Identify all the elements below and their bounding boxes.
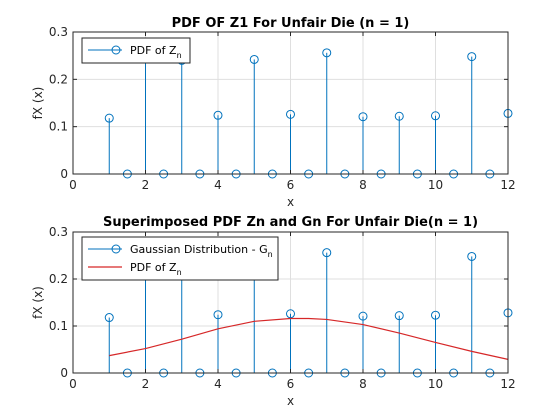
x-tick-label: 6 bbox=[287, 377, 295, 391]
y-axis-label: fX (x) bbox=[31, 286, 45, 319]
legend-box bbox=[81, 37, 191, 64]
y-tick-label: 0.2 bbox=[49, 272, 68, 286]
x-tick-label: 10 bbox=[428, 178, 443, 192]
x-tick-label: 2 bbox=[142, 178, 150, 192]
stem-marker bbox=[286, 109, 295, 119]
stem-marker bbox=[394, 311, 404, 321]
y-tick-label: 0.1 bbox=[49, 319, 68, 333]
y-tick-label: 0.3 bbox=[49, 225, 68, 239]
legend-swatch-marker bbox=[111, 45, 121, 55]
stem-marker bbox=[104, 313, 114, 323]
x-tick-label: 12 bbox=[500, 377, 515, 391]
y-tick-label: 0.1 bbox=[49, 120, 68, 134]
x-tick-label: 4 bbox=[214, 377, 222, 391]
series-line bbox=[109, 317, 509, 360]
y-tick-label: 0 bbox=[60, 366, 68, 380]
legend-label: PDF of Zn bbox=[130, 261, 182, 277]
stem-marker bbox=[286, 309, 295, 319]
stem-marker bbox=[358, 112, 368, 122]
legend-box bbox=[81, 236, 279, 281]
chart-1: 0 2 4 6 8 10 12 0 0.1 0.2 0.3 PDF OF Z1 For Unfair … bbox=[31, 16, 516, 209]
chart-2: 0 2 4 6 8 10 12 0 0.1 0.2 0.3 Superimposed PDF Zn a… bbox=[31, 215, 516, 408]
x-tick-label: 10 bbox=[428, 377, 443, 391]
x-tick-label: 6 bbox=[287, 178, 295, 192]
stem-marker bbox=[394, 111, 404, 121]
x-tick-label: 12 bbox=[500, 178, 515, 192]
y-tick-label: 0.3 bbox=[49, 25, 68, 39]
stem-marker bbox=[431, 111, 440, 121]
legend-label: Gaussian Distribution - Gn bbox=[130, 243, 273, 259]
chart-title: Superimposed PDF Zn and Gn For Unfair Di… bbox=[103, 215, 478, 230]
stem-marker bbox=[322, 48, 332, 58]
stem-marker bbox=[358, 311, 368, 321]
stem-marker bbox=[213, 310, 223, 320]
x-tick-label: 8 bbox=[359, 178, 367, 192]
stem-marker bbox=[467, 52, 477, 62]
y-axis-label: fX (x) bbox=[31, 87, 45, 120]
x-tick-label: 0 bbox=[69, 377, 77, 391]
stem-marker bbox=[467, 251, 477, 261]
chart-title: PDF OF Z1 For Unfair Die (n = 1) bbox=[172, 16, 410, 31]
legend-label: PDF of Zn bbox=[130, 44, 182, 60]
stem-marker bbox=[213, 110, 223, 120]
y-tick-label: 0.2 bbox=[49, 72, 68, 86]
x-tick-label: 2 bbox=[142, 377, 150, 391]
x-axis-label: x bbox=[287, 195, 294, 209]
y-tick-label: 0 bbox=[60, 167, 68, 181]
legend: PDF of Zn bbox=[81, 37, 191, 64]
x-tick-label: 8 bbox=[359, 377, 367, 391]
legend: Gaussian Distribution - Gn PDF of Zn bbox=[81, 236, 279, 281]
stem-marker bbox=[104, 113, 114, 123]
x-axis-label: x bbox=[287, 394, 294, 408]
stem-marker bbox=[431, 310, 440, 320]
stem-marker bbox=[322, 248, 332, 258]
legend-swatch-marker bbox=[111, 244, 121, 254]
x-tick-label: 4 bbox=[214, 178, 222, 192]
stem-marker bbox=[249, 54, 259, 64]
x-tick-label: 0 bbox=[69, 178, 77, 192]
